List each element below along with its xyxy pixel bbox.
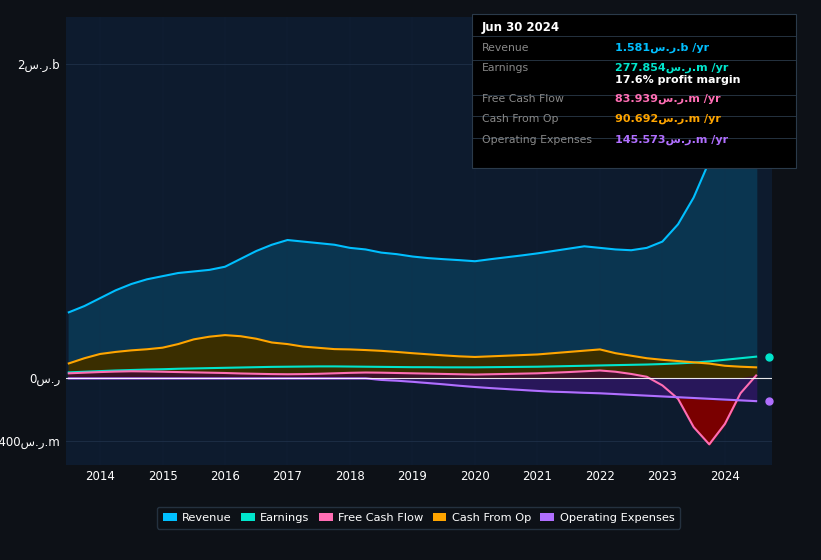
Text: 145.573س.ر.m /yr: 145.573س.ر.m /yr — [615, 135, 728, 145]
Legend: Revenue, Earnings, Free Cash Flow, Cash From Op, Operating Expenses: Revenue, Earnings, Free Cash Flow, Cash … — [157, 507, 681, 529]
Text: 90.692س.ر.m /yr: 90.692س.ر.m /yr — [615, 114, 721, 124]
Text: Revenue: Revenue — [482, 43, 530, 53]
Text: 277.854س.ر.m /yr: 277.854س.ر.m /yr — [615, 63, 728, 73]
Text: Jun 30 2024: Jun 30 2024 — [482, 21, 560, 35]
Text: 83.939س.ر.m /yr: 83.939س.ر.m /yr — [615, 94, 720, 104]
Text: Earnings: Earnings — [482, 63, 529, 73]
Text: 1.581س.ر.b /yr: 1.581س.ر.b /yr — [615, 43, 709, 53]
Text: Cash From Op: Cash From Op — [482, 114, 558, 124]
Text: 17.6% profit margin: 17.6% profit margin — [615, 75, 741, 85]
Text: Free Cash Flow: Free Cash Flow — [482, 94, 564, 104]
Text: Operating Expenses: Operating Expenses — [482, 135, 592, 145]
